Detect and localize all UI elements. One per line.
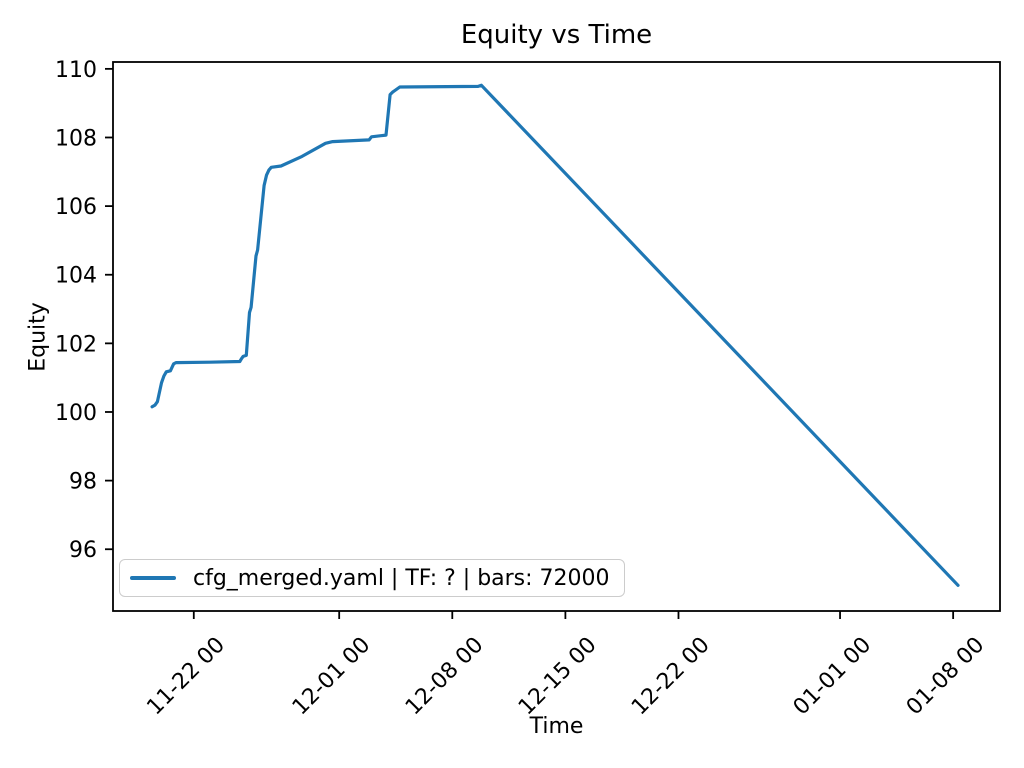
equity-line <box>150 83 960 587</box>
x-tick-label: 12-01 00 <box>288 633 376 721</box>
legend-line-sample <box>130 576 176 580</box>
x-axis-label: Time <box>529 714 584 739</box>
x-tick-label: 11-22 00 <box>142 633 230 721</box>
axes-spines <box>112 61 1001 612</box>
y-tick-label: 100 <box>55 401 97 426</box>
y-tick-label: 108 <box>55 126 97 151</box>
legend-label: cfg_merged.yaml | TF: ? | bars: 72000 <box>193 565 610 591</box>
y-tick-label: 106 <box>55 195 97 220</box>
x-tick-label: 01-08 00 <box>902 633 990 721</box>
y-tick-label: 98 <box>69 470 97 495</box>
x-tick-label: 12-15 00 <box>514 633 602 721</box>
y-tick-label: 102 <box>55 332 97 357</box>
x-tick-label: 12-08 00 <box>401 633 489 721</box>
chart-title: Equity vs Time <box>460 20 653 50</box>
y-axis-label: Equity <box>25 302 51 372</box>
legend: cfg_merged.yaml | TF: ? | bars: 72000 <box>119 559 625 597</box>
y-tick-label: 110 <box>55 58 97 83</box>
y-tick-label: 104 <box>55 264 97 289</box>
x-tick-label: 12-22 00 <box>627 633 715 721</box>
y-tick-label: 96 <box>69 538 97 563</box>
x-tick-label: 01-01 00 <box>789 633 877 721</box>
